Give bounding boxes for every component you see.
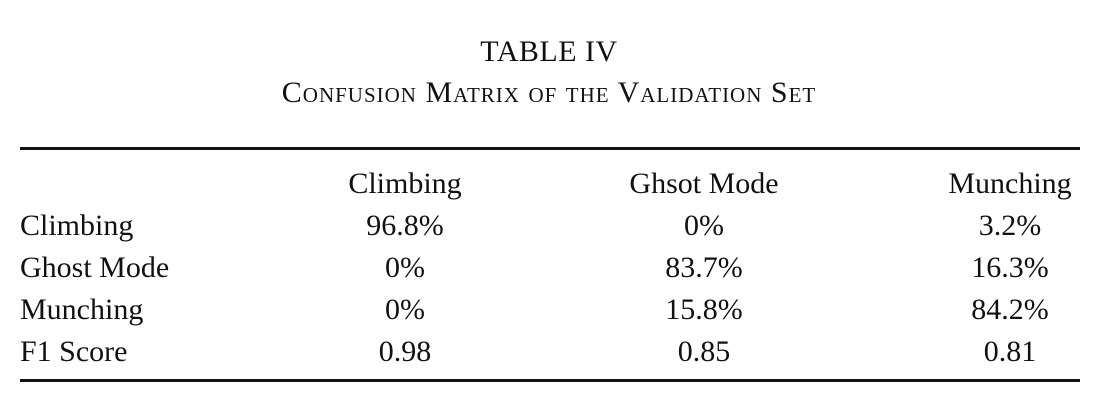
table-caption-label: TABLE IV (480, 35, 618, 68)
column-header: Climbing (348, 167, 462, 200)
table-cell: 0.98 (378, 335, 432, 368)
table-cell: 83.7% (665, 251, 743, 284)
table-cell: 3.2% (978, 209, 1042, 242)
table-cell: 0% (385, 293, 425, 326)
row-label: Munching (20, 293, 144, 326)
table-cell: 84.2% (971, 293, 1049, 326)
table-top-rule (20, 147, 1080, 150)
table-bottom-rule (20, 379, 1080, 382)
table-cell: 0.81 (983, 335, 1037, 368)
table-cell: 0% (385, 251, 425, 284)
table-cell: 15.8% (665, 293, 743, 326)
row-label: Ghost Mode (20, 251, 170, 284)
table-cell: 16.3% (971, 251, 1049, 284)
row-label: F1 Score (20, 335, 128, 368)
table-cell: 0.85 (677, 335, 731, 368)
table-cell: 96.8% (366, 209, 444, 242)
column-header: Munching (948, 167, 1072, 200)
table-cell: 0% (684, 209, 724, 242)
table-caption-title: Confusion Matrix of the Validation Set (281, 76, 817, 109)
row-label: Climbing (20, 209, 134, 242)
column-header: Ghsot Mode (629, 167, 779, 200)
